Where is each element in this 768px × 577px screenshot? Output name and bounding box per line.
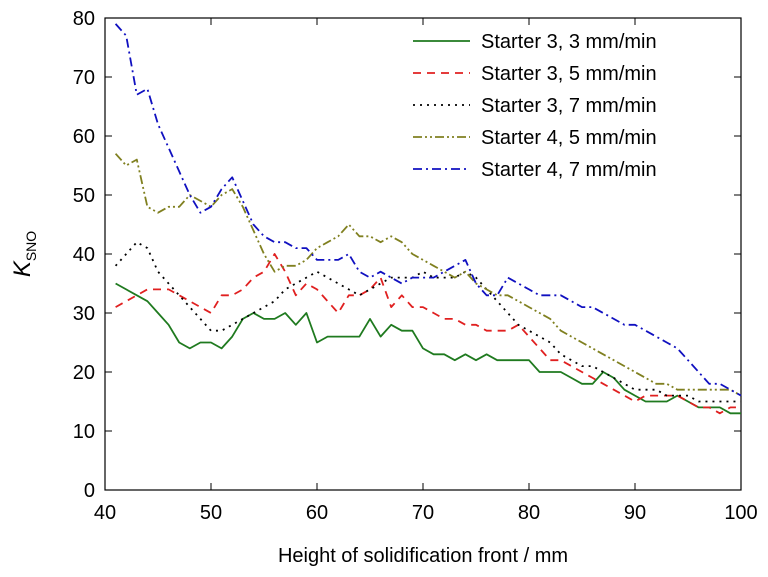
x-tick-label: 70: [412, 502, 434, 524]
x-axis-title: Height of solidification front / mm: [278, 545, 568, 567]
legend: Starter 3, 3 mm/min Starter 3, 5 mm/min St…: [413, 31, 657, 181]
y-tick-label: 80: [73, 8, 95, 30]
y-axis-title-sub: SNO: [23, 231, 39, 261]
y-tick-label: 0: [84, 480, 95, 502]
y-tick-label: 40: [73, 244, 95, 266]
x-tick-label: 100: [724, 502, 757, 524]
x-tick-label: 50: [200, 502, 222, 524]
series-line-4: [114, 153, 742, 397]
y-tick-label: 50: [73, 185, 95, 207]
y-tick-label: 70: [73, 67, 95, 89]
x-tick-label: 80: [518, 502, 540, 524]
series-group: [114, 23, 742, 415]
x-tick-label: 90: [624, 502, 646, 524]
series-line-5: [114, 23, 742, 397]
legend-entry-5: Starter 4, 7 mm/min: [481, 159, 657, 181]
plot-frame: [104, 17, 742, 491]
y-axis-title: KSNO: [9, 231, 39, 277]
axis-ticks: [104, 17, 742, 491]
y-tick-label: 60: [73, 126, 95, 148]
legend-entry-3: Starter 3, 7 mm/min: [481, 95, 657, 117]
x-tick-label: 60: [306, 502, 328, 524]
series-line-3: [114, 241, 741, 403]
legend-entry-4: Starter 4, 5 mm/min: [481, 127, 657, 149]
x-tick-label: 40: [94, 502, 116, 524]
series-line-1: [115, 282, 741, 415]
y-tick-label: 10: [73, 421, 95, 443]
legend-entry-2: Starter 3, 5 mm/min: [481, 63, 657, 85]
tick-labels: 40 50 60 70 80 90 100 0 10 20 30 40 50 60 70 80: [73, 8, 758, 524]
y-axis-title-main: K: [9, 260, 36, 277]
y-tick-label: 20: [73, 362, 95, 384]
y-tick-label: 30: [73, 303, 95, 325]
legend-entry-1: Starter 3, 3 mm/min: [481, 31, 657, 53]
